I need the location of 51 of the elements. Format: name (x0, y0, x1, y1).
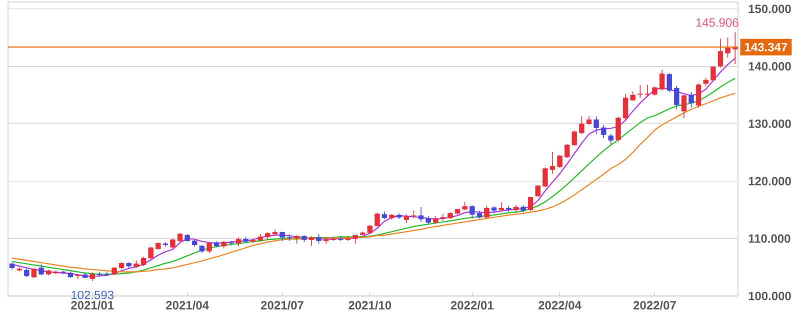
candlestick (681, 94, 687, 118)
candlestick (579, 116, 584, 134)
y-tick-label: 140.000 (748, 62, 791, 71)
candlestick (498, 202, 504, 212)
x-tick-label: 2021/04 (166, 300, 209, 310)
candlestick (177, 232, 183, 242)
candlestick (710, 66, 716, 82)
y-tick-label: 110.000 (748, 234, 790, 243)
candlestick (718, 38, 724, 68)
candlestick (542, 166, 548, 188)
x-tick-label: 2022/01 (450, 300, 494, 310)
x-tick-label: 2022/04 (538, 300, 582, 310)
candlestick (228, 240, 234, 246)
annotation: 102.593 (72, 290, 114, 300)
x-tick-label: 2021/01 (71, 300, 114, 310)
candlestick (652, 86, 658, 96)
candlestick (725, 37, 730, 58)
candlestick (557, 154, 562, 168)
candlestick (732, 32, 738, 64)
candlestick (601, 124, 606, 138)
ref-line-label: 143.347 (745, 42, 788, 52)
candlestick (616, 116, 621, 142)
candlestick (550, 151, 556, 174)
candlestick (140, 256, 146, 267)
annotation: 145.906 (696, 18, 738, 27)
y-tick-label: 100.000 (748, 292, 791, 300)
candlestick (674, 85, 680, 110)
y-tick-label: 120.000 (748, 176, 791, 186)
candlestick (696, 83, 702, 108)
y-tick-label: 130.000 (748, 119, 791, 128)
x-tick-label: 2021/10 (348, 300, 392, 310)
candlestick (659, 69, 665, 91)
candlestick (316, 234, 322, 244)
candlestick (170, 238, 176, 249)
candlestick (286, 234, 292, 242)
candlestick (31, 267, 37, 279)
candlestick (280, 231, 285, 242)
x-tick-label: 2022/07 (633, 300, 676, 310)
candlestick (484, 205, 490, 219)
candlestick (608, 134, 614, 145)
candlestick (594, 116, 599, 134)
candlestick (666, 72, 672, 93)
candlestick (38, 264, 44, 276)
candlestick (308, 236, 314, 246)
candlestick (688, 92, 694, 108)
candlestick (528, 196, 534, 212)
candlestick (374, 212, 380, 227)
x-tick-label: 2021/07 (260, 300, 304, 310)
candlestick (148, 246, 154, 260)
candlestick (206, 242, 212, 254)
y-tick-label: 150.000 (748, 4, 791, 14)
